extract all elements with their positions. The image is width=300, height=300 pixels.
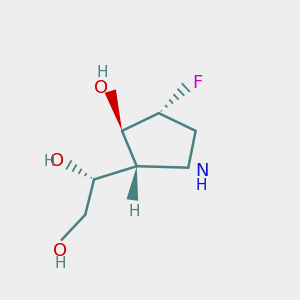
Text: H: H	[128, 204, 140, 219]
Text: F: F	[192, 74, 202, 92]
Text: O: O	[53, 242, 68, 260]
Text: H: H	[43, 154, 55, 169]
Text: N: N	[195, 162, 208, 180]
Text: H: H	[55, 256, 66, 271]
Text: H: H	[96, 65, 108, 80]
Text: O: O	[50, 152, 64, 170]
Text: O: O	[94, 79, 109, 97]
Polygon shape	[127, 166, 138, 201]
Text: H: H	[196, 178, 207, 193]
Polygon shape	[105, 89, 122, 131]
